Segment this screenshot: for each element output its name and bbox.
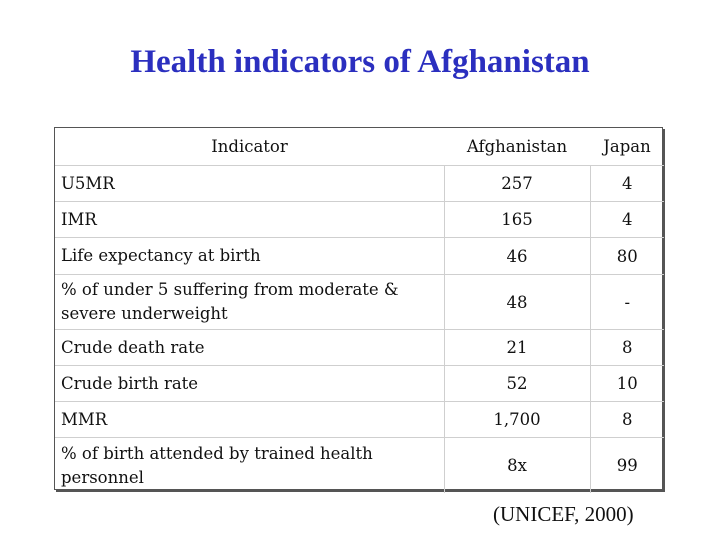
- afghanistan-cell: 46: [443, 237, 590, 275]
- indicator-cell: Crude birth rate: [55, 365, 444, 402]
- indicator-cell: MMR: [55, 401, 444, 438]
- table-header-row: Indicator Afghanistan Japan: [55, 128, 664, 166]
- header-afghanistan: Afghanistan: [466, 137, 568, 156]
- japan-cell: 10: [589, 365, 664, 402]
- japan-cell: 80: [589, 237, 664, 275]
- slide-title: Health indicators of Afghanistan: [130, 44, 590, 80]
- indicator-cell: Crude death rate: [55, 329, 444, 366]
- table-row: Life expectancy at birth 46 80: [55, 237, 664, 275]
- indicator-cell: U5MR: [55, 165, 444, 202]
- indicator-cell: IMR: [55, 201, 444, 238]
- japan-cell: 4: [589, 165, 664, 202]
- indicator-table-grid: Indicator Afghanistan Japan U5MR 257 4 I…: [55, 128, 664, 493]
- table-row: % of birth attended by trained health pe…: [55, 437, 664, 493]
- indicator-cell: % of birth attended by trained health pe…: [55, 437, 444, 493]
- afghanistan-cell: 21: [443, 329, 590, 366]
- afghanistan-cell: 257: [443, 165, 590, 202]
- table-row: % of under 5 suffering from moderate & s…: [55, 274, 664, 330]
- indicator-table: Indicator Afghanistan Japan U5MR 257 4 I…: [54, 127, 664, 493]
- source-citation: (UNICEF, 2000): [493, 502, 634, 526]
- table-row: MMR 1,700 8: [55, 401, 664, 438]
- table-row: IMR 165 4: [55, 201, 664, 238]
- japan-cell: 8: [589, 401, 664, 438]
- indicator-cell: % of under 5 suffering from moderate & s…: [55, 274, 444, 330]
- afghanistan-cell: 8x: [443, 437, 590, 493]
- table-row: Crude death rate 21 8: [55, 329, 664, 366]
- table-row: Crude birth rate 52 10: [55, 365, 664, 402]
- japan-cell: 8: [589, 329, 664, 366]
- japan-cell: -: [589, 274, 664, 330]
- afghanistan-cell: 52: [443, 365, 590, 402]
- afghanistan-cell: 1,700: [443, 401, 590, 438]
- header-japan: Japan: [603, 137, 651, 156]
- table-row: U5MR 257 4: [55, 165, 664, 202]
- afghanistan-cell: 165: [443, 201, 590, 238]
- japan-cell: 4: [589, 201, 664, 238]
- afghanistan-cell: 48: [443, 274, 590, 330]
- header-indicator: Indicator: [211, 137, 288, 156]
- indicator-cell: Life expectancy at birth: [55, 237, 444, 275]
- japan-cell: 99: [589, 437, 664, 493]
